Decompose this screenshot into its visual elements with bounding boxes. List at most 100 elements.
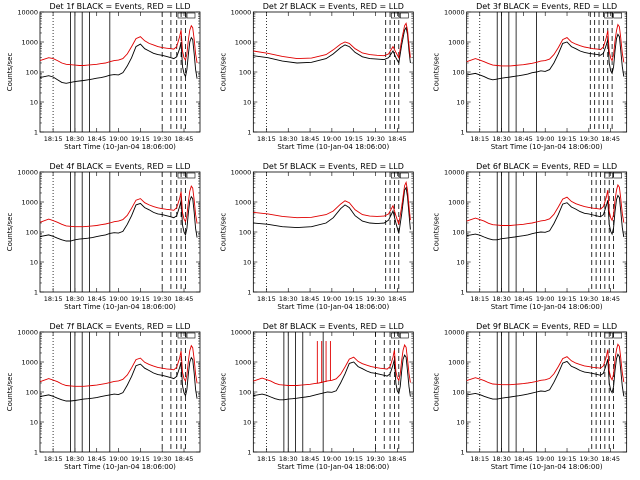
y-tick-label: 1000: [21, 38, 38, 46]
x-tick-label: 18:30: [66, 455, 85, 463]
x-tick-label: 18:45: [514, 295, 533, 303]
corner-box: [400, 172, 409, 179]
x-tick-label: 18:45: [514, 455, 533, 463]
corner-box: [604, 332, 613, 339]
x-tick-label: 18:30: [492, 135, 511, 143]
y-tick-label: 10: [30, 258, 38, 266]
y-tick-label: 1: [247, 288, 251, 296]
plot-frame: [466, 11, 628, 133]
y-tick-label: 100: [452, 68, 464, 76]
y-tick-label: 100: [239, 388, 251, 396]
corner-box: [391, 12, 400, 19]
events-series-line: [39, 36, 198, 84]
panel-title: Det 8f BLACK = Events, RED = LLD: [263, 322, 404, 331]
x-tick-label: 18:45: [175, 455, 194, 463]
x-tick-label: 19:30: [153, 295, 172, 303]
corner-box: [177, 172, 187, 179]
x-tick-label: 19:15: [558, 455, 577, 463]
y-tick-label: 10000: [444, 168, 465, 176]
y-tick-label: 10000: [17, 8, 38, 16]
corner-box: [391, 172, 400, 179]
x-tick-label: 19:30: [366, 295, 385, 303]
panel-title: Det 7f BLACK = Events, RED = LLD: [49, 322, 190, 331]
x-tick-label: 18:15: [257, 135, 276, 143]
corner-box: [391, 332, 400, 339]
events-series-line: [466, 353, 625, 400]
y-tick-label: 1: [247, 448, 251, 456]
x-tick-label: 19:15: [131, 455, 150, 463]
y-tick-label: 1000: [448, 38, 465, 46]
x-tick-label: 19:00: [323, 455, 342, 463]
y-tick-label: 10: [243, 418, 251, 426]
x-tick-label: 19:00: [109, 295, 128, 303]
x-axis-label: Start Time (10-Jan-04 18:06:00): [277, 463, 389, 471]
y-tick-label: 10: [456, 258, 464, 266]
y-axis-label: Counts/sec: [219, 213, 227, 252]
y-tick-label: 100: [452, 388, 464, 396]
corner-box: [400, 12, 409, 19]
corner-box: [604, 12, 613, 19]
y-tick-label: 100: [26, 388, 38, 396]
y-axis-label: Counts/sec: [433, 373, 441, 412]
y-axis-label: Counts/sec: [6, 53, 14, 92]
x-tick-label: 18:45: [175, 295, 194, 303]
y-tick-label: 100: [26, 228, 38, 236]
x-tick-label: 18:15: [44, 135, 63, 143]
x-tick-label: 18:30: [66, 135, 85, 143]
y-axis-label: Counts/sec: [433, 213, 441, 252]
y-tick-label: 10000: [17, 168, 38, 176]
corner-box: [400, 332, 409, 339]
lld-series-line: [466, 23, 625, 67]
corner-box: [613, 332, 622, 339]
x-axis-label: Start Time (10-Jan-04 18:06:00): [491, 463, 603, 471]
y-tick-label: 100: [452, 228, 464, 236]
y-axis-label: Counts/sec: [6, 213, 14, 252]
lld-series-line: [253, 180, 411, 225]
y-tick-label: 100: [26, 68, 38, 76]
x-axis-label: Start Time (10-Jan-04 18:06:00): [277, 143, 389, 151]
y-tick-label: 1000: [235, 38, 252, 46]
panel-title: Det 2f BLACK = Events, RED = LLD: [263, 2, 404, 11]
y-tick-label: 1: [461, 448, 465, 456]
x-tick-label: 19:15: [131, 135, 150, 143]
x-tick-label: 18:15: [470, 295, 489, 303]
x-tick-label: 19:30: [153, 135, 172, 143]
x-tick-label: 18:45: [87, 135, 106, 143]
y-tick-label: 1000: [448, 358, 465, 366]
x-tick-label: 18:15: [257, 455, 276, 463]
x-tick-label: 19:15: [344, 455, 363, 463]
events-series-line: [466, 33, 625, 81]
x-tick-label: 18:45: [175, 135, 194, 143]
events-series-line: [253, 354, 411, 401]
events-series-line: [39, 195, 198, 242]
events-series-line: [466, 194, 625, 241]
plot-frame: [252, 171, 414, 293]
x-axis-label: Start Time (10-Jan-04 18:06:00): [491, 303, 603, 311]
x-axis-label: Start Time (10-Jan-04 18:06:00): [277, 303, 389, 311]
lld-series-line: [253, 22, 411, 60]
y-tick-label: 10000: [231, 8, 252, 16]
x-tick-label: 19:00: [536, 135, 555, 143]
plot-frame: [39, 331, 201, 453]
y-tick-label: 1: [34, 288, 38, 296]
x-tick-label: 19:15: [344, 135, 363, 143]
corner-box: [186, 172, 196, 179]
x-axis-label: Start Time (10-Jan-04 18:06:00): [64, 463, 176, 471]
x-tick-label: 19:00: [536, 295, 555, 303]
corner-box: [613, 12, 622, 19]
y-tick-label: 10: [456, 418, 464, 426]
lld-series-line: [39, 24, 198, 66]
x-axis-label: Start Time (10-Jan-04 18:06:00): [491, 143, 603, 151]
lld-series-line: [39, 344, 198, 387]
events-series-line: [39, 356, 198, 402]
y-tick-label: 100: [239, 228, 251, 236]
x-tick-label: 18:45: [388, 295, 407, 303]
x-tick-label: 18:15: [470, 455, 489, 463]
x-tick-label: 19:30: [579, 135, 598, 143]
corner-box: [177, 12, 187, 19]
y-tick-label: 10000: [231, 328, 252, 336]
y-tick-label: 10000: [17, 328, 38, 336]
x-tick-label: 18:30: [279, 135, 298, 143]
y-tick-label: 10: [30, 98, 38, 106]
x-tick-label: 19:15: [558, 295, 577, 303]
